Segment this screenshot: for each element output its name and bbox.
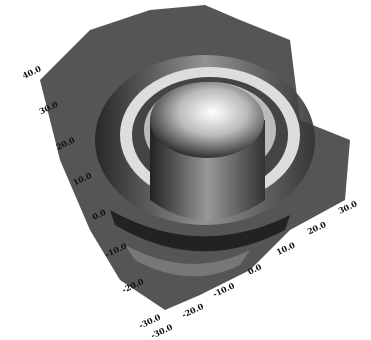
x-tick-label: 20.0 (306, 219, 328, 236)
y-tick-label: 40.0 (21, 63, 43, 80)
x-tick-label: 10.0 (275, 240, 297, 257)
x-tick-label: -20.0 (180, 301, 205, 320)
surface (40, 5, 350, 310)
